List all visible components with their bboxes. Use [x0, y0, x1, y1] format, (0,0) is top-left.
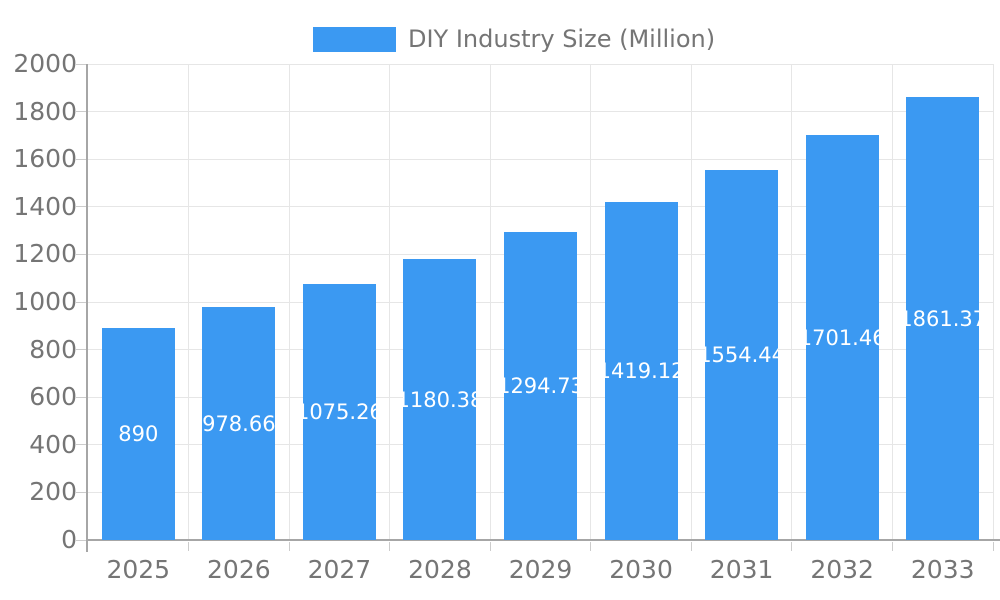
bar: 1701.46	[805, 135, 879, 540]
h-gridline	[88, 63, 993, 65]
v-gridline	[489, 64, 491, 540]
y-tick-label: 1800	[13, 96, 77, 126]
x-tick-label: 2033	[910, 555, 975, 584]
y-tick	[76, 444, 87, 446]
v-gridline	[389, 64, 391, 540]
y-tick	[76, 158, 87, 160]
y-tick-label: 400	[29, 429, 77, 459]
bar-value-label: 1701.46	[806, 325, 879, 350]
x-tick	[992, 542, 994, 551]
bar: 1419.12	[604, 202, 678, 540]
y-tick	[76, 539, 87, 541]
y-tick-label: 1200	[13, 239, 77, 269]
v-gridline	[590, 64, 592, 540]
v-gridline	[791, 64, 793, 540]
bar-value-label: 1861.37	[906, 306, 979, 331]
bar: 1294.73	[504, 231, 577, 540]
x-tick-label: 2026	[207, 555, 271, 584]
x-tick	[791, 542, 793, 551]
x-tick-label: 2031	[709, 555, 774, 584]
bar: 1861.37	[906, 97, 980, 540]
y-tick	[76, 301, 87, 303]
bar: 890	[101, 328, 175, 540]
x-tick-label: 2029	[508, 555, 573, 584]
v-gridline	[188, 64, 190, 540]
x-tick-label: 2028	[408, 555, 472, 584]
y-tick-label: 1600	[13, 144, 77, 174]
x-tick	[389, 542, 391, 551]
y-tick-label: 800	[29, 334, 77, 364]
y-tick	[76, 253, 87, 255]
y-tick	[76, 491, 87, 493]
y-tick-label: 1400	[13, 191, 77, 221]
x-tick	[489, 542, 491, 551]
legend-swatch	[313, 26, 396, 52]
bar-value-label: 1180.38	[403, 387, 476, 412]
y-tick-label: 1000	[13, 287, 77, 316]
y-tick-label: 2000	[13, 49, 77, 78]
y-axis-line	[86, 64, 88, 552]
y-tick	[76, 206, 87, 208]
x-tick-label: 2025	[106, 555, 171, 584]
bar: 1075.26	[302, 284, 376, 540]
h-gridline	[88, 158, 993, 160]
v-gridline	[690, 64, 692, 540]
v-gridline	[992, 64, 994, 540]
y-tick	[76, 349, 87, 351]
bar-value-label: 1419.12	[605, 359, 678, 384]
x-tick	[288, 542, 290, 551]
bar-value-label: 1294.73	[504, 373, 577, 398]
y-tick-label: 600	[29, 382, 77, 412]
bar-value-label: 1075.26	[303, 400, 376, 425]
plot-area: 0 200 400 600 800 1000 1200 1400 1600 1800 2000 202…	[13, 50, 1000, 584]
legend: DIY Industry Size (Million)	[313, 24, 715, 54]
legend-label: DIY Industry Size (Million)	[408, 25, 716, 53]
x-tick	[590, 542, 592, 551]
y-tick-label: 0	[61, 525, 77, 554]
bar: 978.66	[202, 307, 276, 540]
y-tick	[76, 111, 87, 113]
x-tick	[188, 542, 190, 551]
x-tick-label: 2030	[609, 555, 673, 584]
x-axis-line	[86, 539, 1000, 541]
v-gridline	[891, 64, 893, 540]
y-tick	[76, 396, 87, 398]
v-gridline	[288, 64, 290, 540]
y-tick	[76, 63, 87, 65]
x-tick-label: 2027	[307, 555, 372, 584]
h-gridline	[88, 206, 993, 208]
x-tick	[690, 542, 692, 551]
y-tick-label: 200	[29, 477, 77, 507]
bar-value-label: 890	[118, 422, 159, 447]
bar-value-label: 978.66	[202, 411, 276, 436]
x-tick-label: 2032	[810, 555, 874, 584]
x-tick	[891, 542, 893, 551]
bar: 1180.38	[403, 259, 477, 540]
h-gridline	[88, 111, 993, 113]
